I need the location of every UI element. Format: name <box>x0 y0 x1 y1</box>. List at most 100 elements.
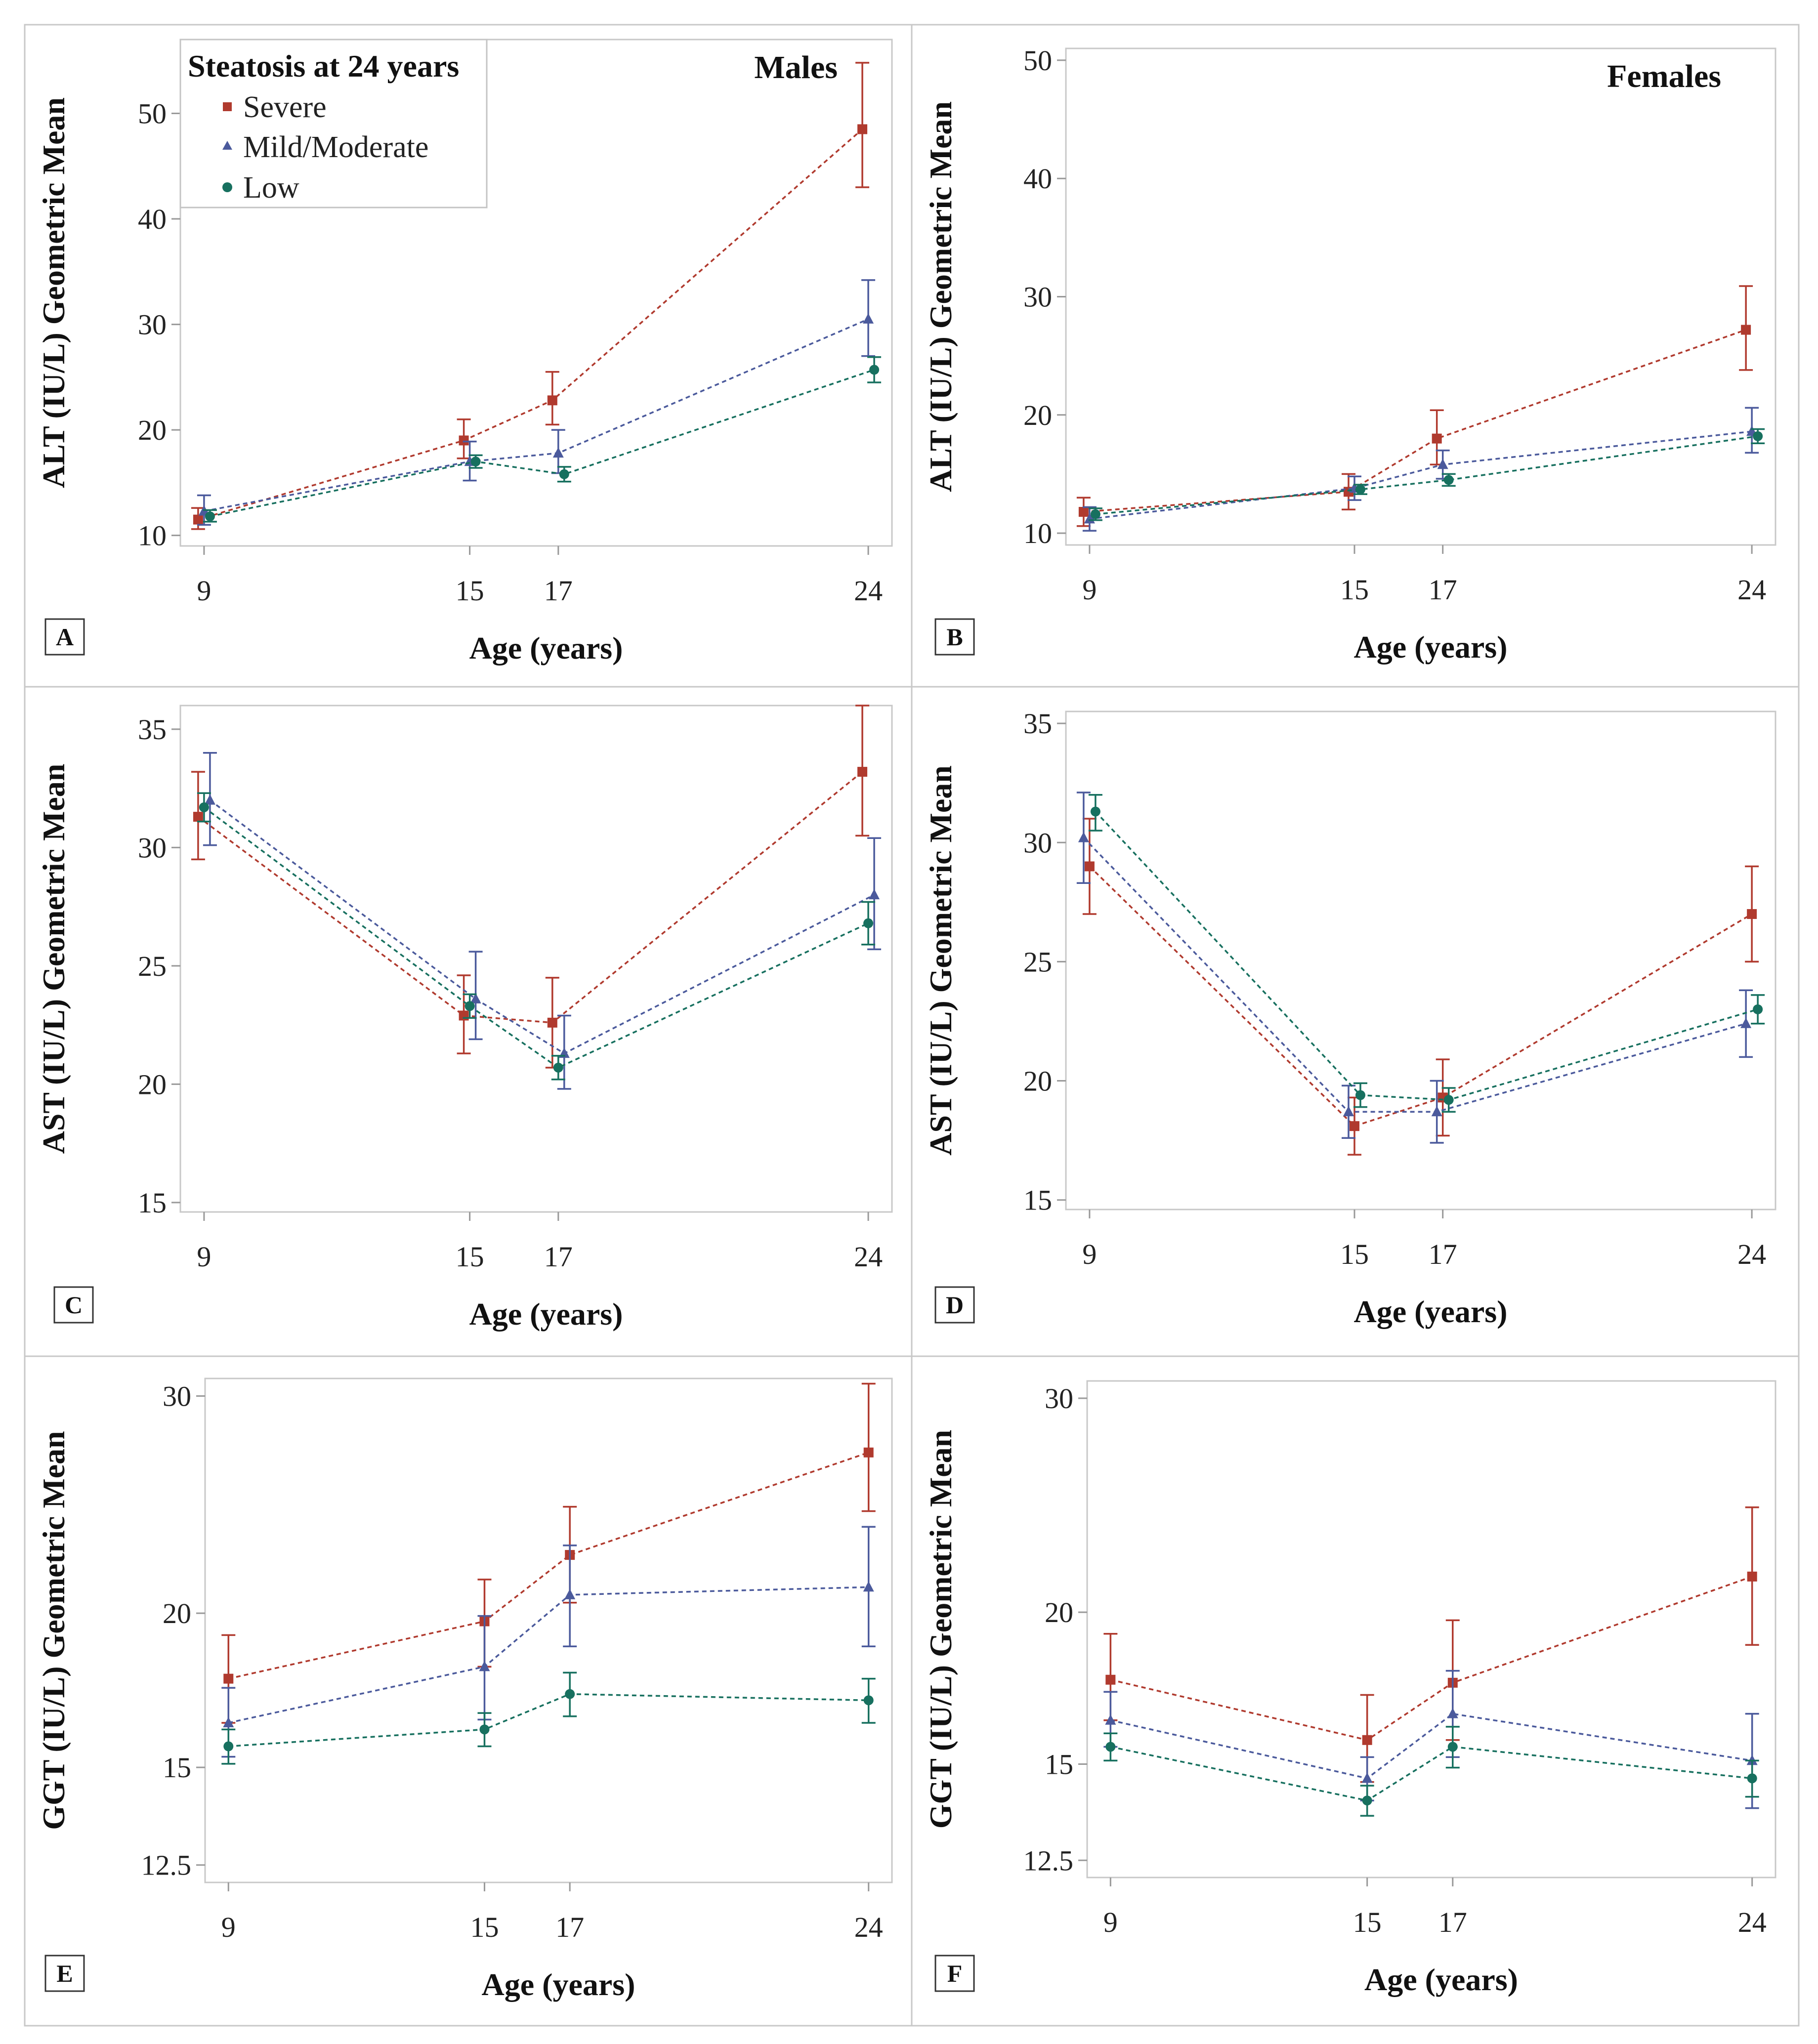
legend-marker-mild-moderate <box>222 141 232 150</box>
panel-title: Females <box>1607 58 1721 94</box>
y-axis-label: GGT (IU/L) Geometric Mean <box>36 1431 71 1830</box>
series-line <box>197 771 863 1024</box>
data-point <box>863 313 874 324</box>
panel-letter-box <box>934 1286 975 1324</box>
y-tick-label: 10 <box>1023 517 1052 549</box>
data-point <box>1084 861 1095 872</box>
data-point <box>1431 1106 1442 1117</box>
y-tick-label: 10 <box>138 520 167 552</box>
panel-letter: B <box>946 623 963 651</box>
y-axis: 15 20 25 30 35 <box>138 713 180 1219</box>
x-tick-label: 17 <box>544 1241 573 1273</box>
legend-marker-severe <box>223 102 232 111</box>
panel-letter-box <box>44 1955 85 1992</box>
series-low <box>197 792 876 1081</box>
data-point <box>857 767 868 777</box>
series-line <box>1083 329 1746 513</box>
data-point <box>459 1010 469 1021</box>
x-tick-label: 9 <box>197 575 211 607</box>
y-tick-label: 30 <box>1023 827 1052 859</box>
x-tick-label: 24 <box>1738 1906 1767 1938</box>
data-point <box>1105 1714 1116 1725</box>
y-axis: 10 20 30 40 50 <box>138 97 180 552</box>
data-point <box>1078 832 1089 842</box>
x-tick-label: 15 <box>1340 1238 1369 1270</box>
data-point <box>564 1588 576 1599</box>
series-line <box>1089 866 1753 1127</box>
panel-letter-box <box>934 618 975 656</box>
y-tick-label: 40 <box>138 203 167 235</box>
y-tick-label: 15 <box>1045 1748 1073 1780</box>
y-tick-label: 20 <box>138 1068 167 1100</box>
data-point <box>1362 1795 1372 1806</box>
y-tick-label: 20 <box>163 1597 191 1629</box>
y-axis-label: AST (IU/L) Geometric Mean <box>923 765 958 1156</box>
x-tick-label: 9 <box>1082 1238 1097 1270</box>
data-point <box>204 794 215 805</box>
x-tick-label: 15 <box>456 575 484 607</box>
x-tick-label: 17 <box>1429 1238 1457 1270</box>
series-line <box>228 1452 869 1680</box>
data-point <box>465 1001 475 1011</box>
x-axis-label: Age (years) <box>1354 629 1508 665</box>
data-point <box>1355 484 1365 495</box>
y-axis-label: ALT (IU/L) Geometric Mean <box>36 97 71 488</box>
x-tick-label: 24 <box>854 1241 883 1273</box>
series-severe <box>191 705 870 1069</box>
panel-frame <box>911 1355 1800 2027</box>
series-line <box>203 806 869 1069</box>
legend-marker-low <box>222 182 232 192</box>
series-low <box>1088 428 1765 521</box>
data-point <box>1753 1004 1763 1014</box>
data-point <box>1361 1772 1373 1783</box>
plot-area <box>179 705 893 1213</box>
x-axis: 9 15 17 24 <box>197 1212 883 1273</box>
data-point <box>205 511 215 522</box>
y-tick-label: 30 <box>138 832 167 864</box>
x-axis: 9 15 17 24 <box>1103 1877 1767 1938</box>
legend: Steatosis at 24 years Severe Mild/Modera… <box>179 39 488 209</box>
data-point <box>1443 1095 1454 1105</box>
y-tick-label: 30 <box>138 309 167 341</box>
data-point <box>1432 433 1442 444</box>
series-line <box>1083 837 1746 1113</box>
data-point <box>1747 1773 1757 1784</box>
panel-a: 10 20 30 40 50 9 15 17 24 Age (years) ALT (IU/L) G… <box>24 24 913 688</box>
x-tick-label: 15 <box>1340 574 1369 606</box>
series-low <box>1103 1726 1759 1817</box>
series-line <box>210 369 875 517</box>
y-tick-label: 25 <box>138 950 167 982</box>
x-tick-label: 9 <box>1103 1906 1118 1938</box>
series-line <box>204 318 869 512</box>
plot-area <box>1065 710 1776 1210</box>
y-tick-label: 50 <box>138 97 167 129</box>
x-axis-label: Age (years) <box>1354 1294 1508 1329</box>
y-tick-label: 12.5 <box>1023 1844 1074 1877</box>
data-point <box>1740 1017 1752 1028</box>
series-low <box>221 1671 876 1765</box>
series-severe <box>1076 285 1753 527</box>
y-axis-label: GGT (IU/L) Geometric Mean <box>923 1430 958 1829</box>
x-tick-label: 24 <box>854 1911 883 1943</box>
y-tick-label: 25 <box>1023 946 1052 978</box>
series-line <box>228 1586 869 1724</box>
legend-label-low: Low <box>243 171 299 205</box>
y-axis: 10 20 30 40 50 <box>1023 44 1066 549</box>
panel-letter: D <box>946 1291 964 1319</box>
plot-area <box>204 1377 893 1883</box>
series-line <box>1110 1576 1753 1741</box>
data-point <box>1349 1121 1359 1131</box>
legend-item-severe: Severe <box>223 90 327 124</box>
data-point <box>470 457 481 467</box>
x-axis-label: Age (years) <box>469 630 623 666</box>
data-point <box>1105 1674 1116 1685</box>
x-axis-label: Age (years) <box>482 1967 635 2002</box>
panel-letter: C <box>65 1291 83 1319</box>
legend-item-low: Low <box>222 171 299 205</box>
x-axis: 9 15 17 24 <box>1082 545 1766 606</box>
plot-area <box>1086 1380 1776 1878</box>
data-point <box>1443 475 1454 485</box>
series-line <box>1110 1712 1752 1780</box>
data-point <box>553 1062 563 1073</box>
